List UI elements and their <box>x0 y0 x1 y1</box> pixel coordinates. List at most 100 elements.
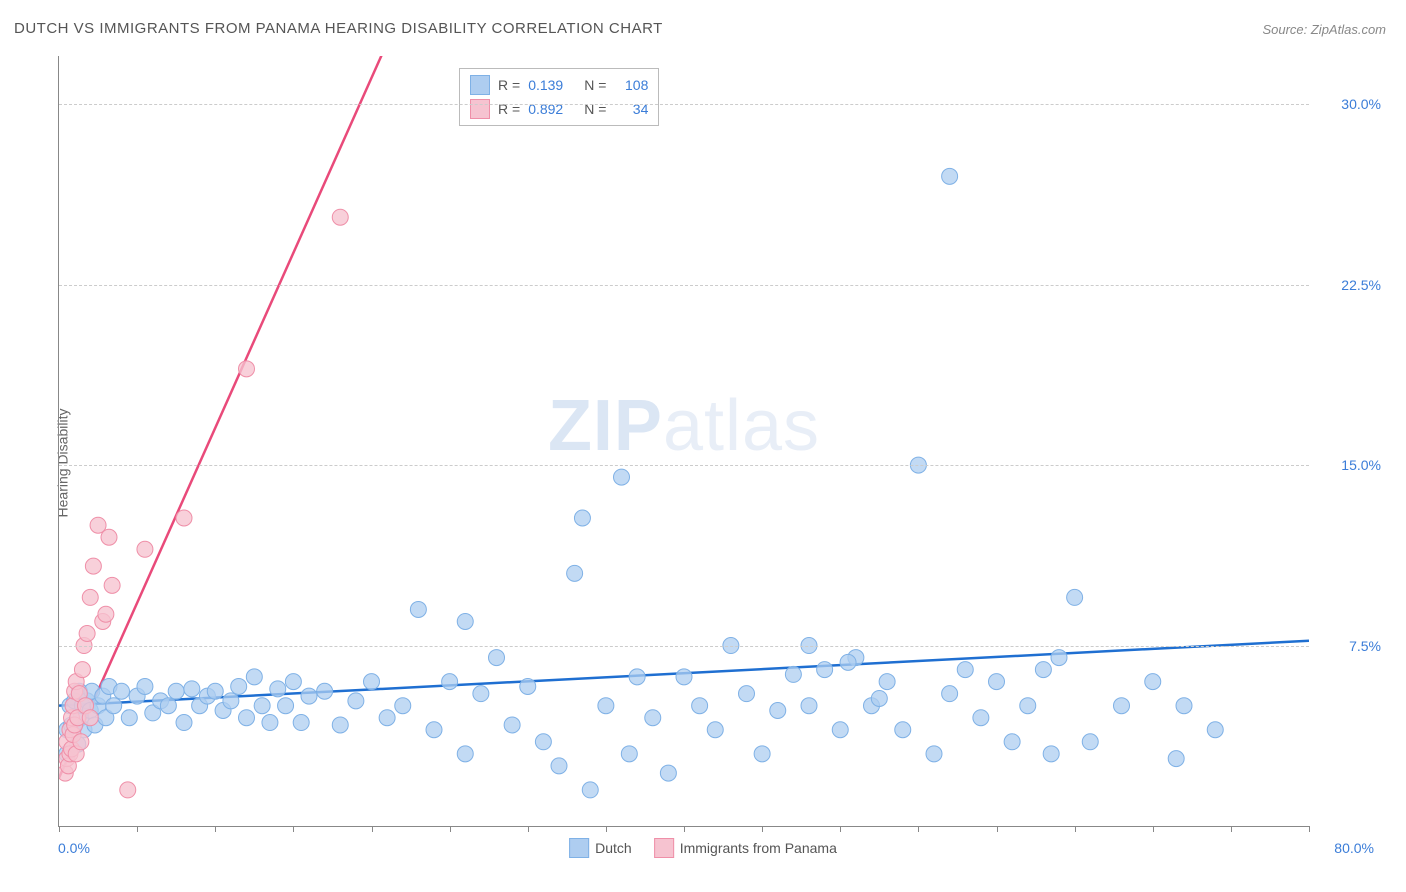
marker-panama <box>137 541 153 557</box>
legend-n-value-dutch: 108 <box>614 77 648 93</box>
legend-bottom-label-panama: Immigrants from Panama <box>680 840 837 856</box>
marker-dutch <box>621 746 637 762</box>
marker-dutch <box>254 698 270 714</box>
marker-dutch <box>739 686 755 702</box>
marker-panama <box>85 558 101 574</box>
marker-dutch <box>801 698 817 714</box>
marker-dutch <box>551 758 567 774</box>
x-tick <box>137 826 138 832</box>
marker-dutch <box>520 678 536 694</box>
y-tick-label: 30.0% <box>1341 96 1381 112</box>
marker-dutch <box>1051 650 1067 666</box>
marker-dutch <box>301 688 317 704</box>
marker-dutch <box>567 565 583 581</box>
legend-rn-row-dutch: R =0.139N =108 <box>470 73 648 97</box>
marker-dutch <box>942 168 958 184</box>
x-tick <box>997 826 998 832</box>
marker-dutch <box>426 722 442 738</box>
chart-svg <box>59 56 1309 826</box>
chart-title: DUTCH VS IMMIGRANTS FROM PANAMA HEARING … <box>14 20 663 37</box>
legend-bottom-item-dutch: Dutch <box>569 838 632 858</box>
marker-dutch <box>1168 751 1184 767</box>
marker-dutch <box>1176 698 1192 714</box>
x-tick <box>450 826 451 832</box>
marker-dutch <box>1035 662 1051 678</box>
marker-dutch <box>364 674 380 690</box>
marker-dutch <box>817 662 833 678</box>
marker-dutch <box>1043 746 1059 762</box>
marker-dutch <box>973 710 989 726</box>
legend-n-label: N = <box>584 77 606 93</box>
y-tick-label: 15.0% <box>1341 457 1381 473</box>
marker-dutch <box>473 686 489 702</box>
marker-dutch <box>942 686 958 702</box>
legend-bottom-item-panama: Immigrants from Panama <box>654 838 837 858</box>
marker-dutch <box>223 693 239 709</box>
legend-bottom: Dutch Immigrants from Panama <box>569 838 837 858</box>
legend-bottom-swatch-panama <box>654 838 674 858</box>
x-tick <box>1309 826 1310 832</box>
marker-dutch <box>676 669 692 685</box>
marker-dutch <box>176 715 192 731</box>
legend-rn-row-panama: R =0.892N =34 <box>470 97 648 121</box>
x-tick <box>918 826 919 832</box>
marker-dutch <box>239 710 255 726</box>
marker-dutch <box>395 698 411 714</box>
marker-dutch <box>1020 698 1036 714</box>
trend-line-panama-dashed <box>311 56 411 213</box>
marker-panama <box>73 734 89 750</box>
marker-dutch <box>379 710 395 726</box>
marker-dutch <box>317 683 333 699</box>
marker-dutch <box>645 710 661 726</box>
marker-panama <box>176 510 192 526</box>
marker-panama <box>79 626 95 642</box>
marker-dutch <box>457 613 473 629</box>
plot-area: ZIPatlas R =0.139N =108R =0.892N =34 7.5… <box>58 56 1309 827</box>
marker-dutch <box>754 746 770 762</box>
marker-dutch <box>278 698 294 714</box>
chart-container: Hearing Disability ZIPatlas R =0.139N =1… <box>14 48 1392 878</box>
marker-dutch <box>832 722 848 738</box>
marker-dutch <box>489 650 505 666</box>
marker-dutch <box>106 698 122 714</box>
marker-dutch <box>207 683 223 699</box>
marker-dutch <box>168 683 184 699</box>
marker-dutch <box>184 681 200 697</box>
x-axis-max-label: 80.0% <box>1334 840 1374 856</box>
marker-dutch <box>895 722 911 738</box>
marker-dutch <box>442 674 458 690</box>
marker-dutch <box>770 703 786 719</box>
x-tick <box>840 826 841 832</box>
legend-bottom-label-dutch: Dutch <box>595 840 632 856</box>
marker-dutch <box>231 678 247 694</box>
x-tick <box>684 826 685 832</box>
marker-dutch <box>457 746 473 762</box>
marker-dutch <box>582 782 598 798</box>
x-tick <box>606 826 607 832</box>
legend-swatch-panama <box>470 99 490 119</box>
marker-dutch <box>504 717 520 733</box>
y-tick-label: 22.5% <box>1341 277 1381 293</box>
source-credit: Source: ZipAtlas.com <box>1262 22 1386 37</box>
marker-dutch <box>1082 734 1098 750</box>
marker-dutch <box>348 693 364 709</box>
marker-dutch <box>1114 698 1130 714</box>
trend-line-panama <box>59 56 403 778</box>
marker-panama <box>82 710 98 726</box>
x-tick <box>59 826 60 832</box>
marker-dutch <box>1207 722 1223 738</box>
marker-dutch <box>879 674 895 690</box>
marker-dutch <box>1067 589 1083 605</box>
x-tick <box>528 826 529 832</box>
gridline-h <box>59 646 1309 647</box>
gridline-h <box>59 104 1309 105</box>
marker-dutch <box>121 710 137 726</box>
marker-panama <box>82 589 98 605</box>
marker-dutch <box>840 654 856 670</box>
x-tick <box>1075 826 1076 832</box>
marker-dutch <box>332 717 348 733</box>
marker-dutch <box>410 601 426 617</box>
marker-dutch <box>660 765 676 781</box>
legend-bottom-swatch-dutch <box>569 838 589 858</box>
legend-r-value-dutch: 0.139 <box>528 77 576 93</box>
